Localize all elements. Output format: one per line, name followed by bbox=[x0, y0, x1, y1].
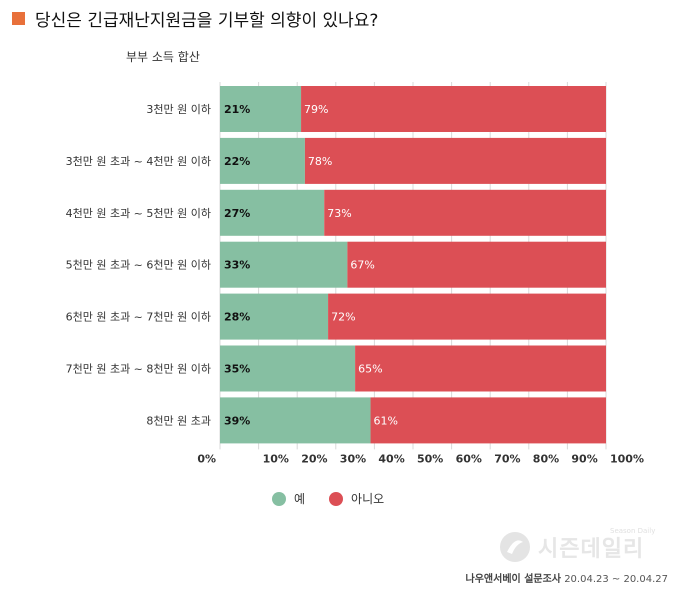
bar-yes bbox=[220, 293, 329, 340]
bar-no bbox=[324, 189, 606, 236]
data-label-no: 73% bbox=[327, 207, 351, 220]
logo-icon bbox=[500, 532, 530, 562]
data-label-no: 61% bbox=[374, 414, 398, 427]
category-label: 4천만 원 초과 ~ 5천만 원 이하 bbox=[66, 206, 211, 220]
x-tick-label: 80% bbox=[533, 452, 559, 465]
data-label-no: 78% bbox=[308, 155, 332, 168]
legend-label-yes: 예 bbox=[294, 492, 306, 506]
x-tick-label: 20% bbox=[301, 452, 327, 465]
data-label-no: 65% bbox=[358, 363, 382, 376]
category-label: 5천만 원 초과 ~ 6천만 원 이하 bbox=[66, 258, 211, 272]
legend-item-yes: 예 bbox=[272, 490, 305, 507]
x-tick-label: 70% bbox=[494, 452, 520, 465]
bar-no bbox=[347, 241, 606, 288]
data-label-yes: 35% bbox=[224, 363, 250, 376]
x-tick-label: 10% bbox=[263, 452, 289, 465]
data-label-no: 79% bbox=[304, 103, 328, 116]
data-label-yes: 28% bbox=[224, 311, 250, 324]
brand-logo: 시즌데일리 bbox=[498, 530, 644, 564]
x-tick-label: 40% bbox=[378, 452, 404, 465]
x-tick-label: 0% bbox=[197, 452, 216, 465]
x-tick-label: 90% bbox=[571, 452, 597, 465]
bar-yes bbox=[220, 345, 356, 392]
data-label-no: 67% bbox=[350, 259, 374, 272]
bar-chart: 0% 10% 20% 30% 40% 50% 60% 70% 80% 90% 100% 3천만 원 이… bbox=[66, 82, 644, 465]
bar-yes bbox=[220, 189, 325, 236]
x-tick-label: 30% bbox=[340, 452, 366, 465]
category-label: 3천만 원 초과 ~ 4천만 원 이하 bbox=[66, 154, 211, 168]
category-label: 6천만 원 초과 ~ 7천만 원 이하 bbox=[66, 310, 211, 324]
category-label: 7천만 원 초과 ~ 8천만 원 이하 bbox=[66, 362, 211, 376]
category-label: 8천만 원 초과 bbox=[146, 413, 211, 427]
data-label-yes: 27% bbox=[224, 207, 250, 220]
bar-no bbox=[355, 345, 606, 392]
data-label-yes: 21% bbox=[224, 103, 250, 116]
legend-swatch-yes bbox=[272, 491, 286, 506]
x-tick-label: 50% bbox=[417, 452, 443, 465]
category-label: 3천만 원 이하 bbox=[146, 102, 211, 116]
bar-no bbox=[370, 397, 606, 444]
title-marker bbox=[12, 12, 25, 25]
x-tick-label: 60% bbox=[456, 452, 482, 465]
legend-swatch-no bbox=[329, 491, 344, 506]
logo-subtext: Season Daily bbox=[610, 527, 656, 535]
bar-yes bbox=[220, 397, 371, 444]
logo-text: 시즌데일리 bbox=[538, 537, 645, 562]
data-label-yes: 22% bbox=[224, 155, 250, 168]
data-label-no: 72% bbox=[331, 311, 355, 324]
bar-no bbox=[304, 137, 606, 184]
bar-yes bbox=[220, 86, 302, 132]
source-note: 나우앤서베이 설문조사 20.04.23 ~ 20.04.27 bbox=[466, 570, 668, 585]
bar-no bbox=[328, 293, 606, 340]
legend-item-no: 아니오 bbox=[329, 490, 384, 507]
data-label-yes: 39% bbox=[224, 414, 250, 427]
source-dates: 20.04.23 ~ 20.04.27 bbox=[564, 574, 668, 585]
chart-subtitle: 부부 소득 합산 bbox=[126, 50, 200, 64]
chart-legend: 예 아니오 bbox=[272, 490, 398, 507]
x-tick-label: 100% bbox=[610, 452, 644, 465]
chart-title: 당신은 긴급재난지원금을 기부할 의향이 있나요? bbox=[35, 11, 379, 31]
bar-yes bbox=[220, 241, 348, 288]
bar-no bbox=[301, 86, 606, 132]
title-row: 당신은 긴급재난지원금을 기부할 의향이 있나요? bbox=[12, 6, 378, 31]
data-label-yes: 33% bbox=[224, 259, 250, 272]
source-org: 나우앤서베이 설문조사 bbox=[465, 574, 561, 585]
bar-yes bbox=[220, 137, 305, 184]
legend-label-no: 아니오 bbox=[351, 492, 385, 506]
